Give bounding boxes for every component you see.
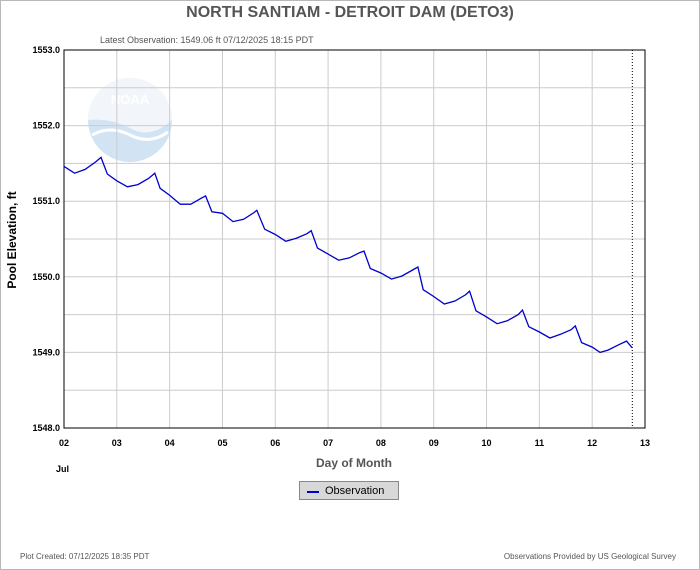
y-axis-label: Pool Elevation, ft [5, 191, 19, 288]
y-tick-label: 1548.0 [32, 423, 60, 433]
x-tick-label: 09 [429, 438, 439, 448]
y-tick-label: 1549.0 [32, 347, 60, 357]
legend-swatch-observation [307, 491, 319, 493]
x-tick-label: 04 [165, 438, 175, 448]
grid-lines [64, 50, 645, 428]
x-tick-label: 03 [112, 438, 122, 448]
data-source-text: Observations Provided by US Geological S… [503, 552, 676, 561]
chart-title: NORTH SANTIAM - DETROIT DAM (DETO3) [186, 4, 514, 21]
x-tick-label: 10 [482, 438, 492, 448]
x-tick-label: 13 [640, 438, 650, 448]
legend: Observation [299, 481, 399, 500]
latest-observation-text: Latest Observation: 1549.06 ft 07/12/202… [100, 35, 314, 45]
x-axis-month-label: Jul [56, 464, 69, 474]
y-tick-label: 1551.0 [32, 196, 60, 206]
x-tick-label: 02 [59, 438, 69, 448]
x-axis-label: Day of Month [316, 456, 392, 470]
y-tick-label: 1550.0 [32, 272, 60, 282]
y-axis-ticks: 1548.0 1549.0 1550.0 1551.0 1552.0 1553.0 [32, 45, 60, 433]
y-tick-label: 1553.0 [32, 45, 60, 55]
noaa-logo: NOAA [88, 78, 172, 162]
x-axis-ticks: 02 03 04 05 06 07 08 09 10 11 12 13 [59, 438, 650, 448]
plot-area [63, 49, 646, 429]
x-tick-label: 08 [376, 438, 386, 448]
x-tick-label: 12 [587, 438, 597, 448]
noaa-logo-text: NOAA [111, 92, 150, 107]
x-tick-label: 11 [535, 438, 545, 448]
series-observation-line [63, 156, 633, 354]
legend-label-observation: Observation [325, 485, 385, 497]
x-tick-label: 06 [270, 438, 280, 448]
plot-created-text: Plot Created: 07/12/2025 18:35 PDT [20, 552, 150, 561]
y-tick-label: 1552.0 [32, 121, 60, 131]
x-tick-label: 07 [323, 438, 333, 448]
x-tick-label: 05 [217, 438, 227, 448]
